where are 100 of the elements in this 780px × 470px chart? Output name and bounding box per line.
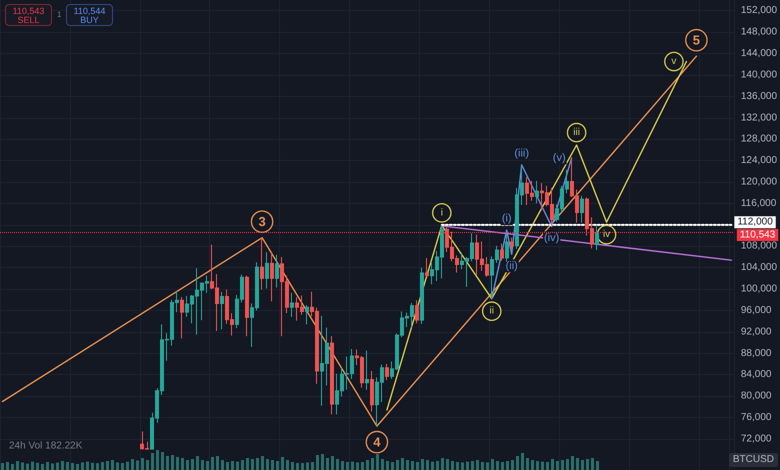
y-tick-label: 96,000 <box>740 304 772 316</box>
bar <box>436 461 439 470</box>
bar <box>421 459 424 470</box>
symbol-tag: BTCUSD <box>728 453 778 467</box>
bar <box>46 462 49 470</box>
bar <box>346 462 349 470</box>
annotation: i <box>440 207 443 218</box>
bar <box>161 452 164 470</box>
bar <box>146 460 149 470</box>
bar <box>441 458 444 470</box>
bar <box>456 462 459 470</box>
bar <box>221 460 224 470</box>
bar <box>156 450 159 470</box>
bar <box>246 458 249 470</box>
line-series <box>2 56 698 427</box>
bar <box>231 461 234 470</box>
bar <box>136 460 139 470</box>
bar <box>406 460 409 470</box>
candlestick <box>330 336 334 415</box>
bar <box>266 459 269 470</box>
candlestick <box>270 251 274 302</box>
candlestick <box>275 254 279 288</box>
candlestick <box>305 304 309 325</box>
sell-button: 110,543 SELL <box>5 4 52 26</box>
bar <box>481 462 484 470</box>
candlestick <box>510 237 514 252</box>
bar <box>256 458 259 470</box>
bar <box>121 463 124 470</box>
candlestick <box>505 232 509 262</box>
bar <box>1 463 4 470</box>
annotation: v <box>671 56 676 68</box>
bar <box>296 463 299 470</box>
series-label: 112,000 <box>737 216 774 228</box>
bar <box>276 461 279 470</box>
bar <box>401 458 404 470</box>
annotation: ii <box>490 306 494 317</box>
bar <box>306 462 309 470</box>
y-tick-label: 92,000 <box>740 326 772 338</box>
candlestick <box>535 180 539 204</box>
candlestick <box>290 292 294 318</box>
annotation: (ii) <box>506 260 518 272</box>
bar <box>291 462 294 470</box>
bar <box>511 460 514 470</box>
bar <box>91 462 94 470</box>
y-tick-label: 72,000 <box>740 433 772 444</box>
candlestick <box>220 291 224 330</box>
bar <box>551 459 554 470</box>
bar <box>21 462 24 470</box>
annotation: iii <box>573 127 580 138</box>
bar <box>581 460 584 470</box>
bar <box>111 460 114 470</box>
bar <box>446 459 449 470</box>
bar <box>96 463 99 470</box>
bar <box>11 464 14 470</box>
bar <box>51 463 54 470</box>
annotation: 110,543 <box>12 6 46 16</box>
bar <box>16 461 19 470</box>
bar <box>336 459 339 470</box>
bar <box>281 457 284 470</box>
y-tick-label: 140,000 <box>740 69 778 80</box>
annotation: 3 <box>258 214 266 230</box>
bar <box>371 458 374 470</box>
y-tick-label: 84,000 <box>740 369 772 380</box>
y-tick-label: 104,000 <box>740 262 778 274</box>
bar <box>576 458 579 470</box>
annotation: 5 <box>692 32 700 48</box>
bar <box>191 459 194 470</box>
bar <box>431 462 434 470</box>
bar <box>71 463 74 470</box>
candlestick <box>415 300 419 324</box>
y-tick-label: 128,000 <box>740 134 778 145</box>
buy-button: 110,544 BUY <box>66 4 113 26</box>
bar <box>171 455 174 470</box>
annotation: 4 <box>373 434 382 450</box>
annotation: (i) <box>502 212 512 225</box>
annotation: BUY <box>79 15 100 25</box>
candlestick <box>260 237 264 290</box>
bar <box>211 457 214 470</box>
bar <box>251 459 254 470</box>
bar <box>411 461 414 470</box>
bar <box>6 462 9 470</box>
y-tick-label: 80,000 <box>740 390 772 402</box>
bar <box>531 460 534 470</box>
bar <box>331 456 334 470</box>
bar <box>31 462 34 470</box>
annotation: SELL <box>16 15 41 25</box>
bar <box>196 456 199 470</box>
bar <box>396 460 399 470</box>
y-tick-label: 132,000 <box>740 112 778 124</box>
bar <box>586 459 589 470</box>
bar <box>566 459 569 470</box>
bar <box>466 462 469 470</box>
candlestick <box>385 364 389 381</box>
bar <box>366 460 369 470</box>
bar <box>271 460 274 470</box>
y-tick-label: 152,000 <box>740 5 778 16</box>
y-tick-label: 124,000 <box>740 155 778 166</box>
bar <box>506 461 509 470</box>
bar <box>56 462 59 470</box>
candlestick <box>500 243 504 262</box>
